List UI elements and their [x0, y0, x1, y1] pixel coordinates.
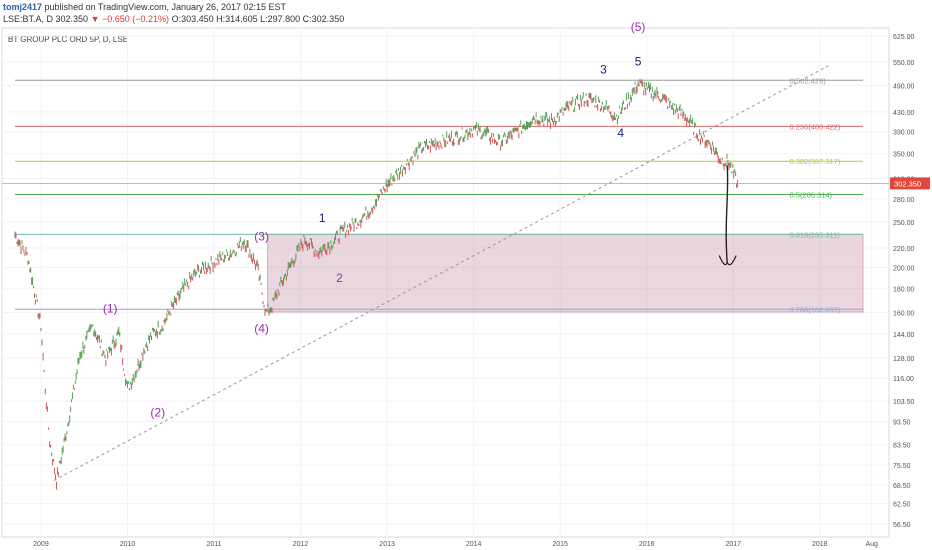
target-zone: [267, 233, 864, 313]
wave-label: (1): [103, 302, 118, 316]
wave-label: (2): [150, 405, 165, 419]
y-tick-label: 350.00: [893, 152, 915, 159]
y-tick-label: 220.00: [893, 246, 915, 253]
y-tick-label: 180.00: [893, 287, 915, 294]
y-tick-label: 56.50: [893, 522, 911, 529]
y-tick-label: 390.00: [893, 130, 915, 137]
y-tick-label: 250.00: [893, 220, 915, 227]
wave-label: (3): [254, 230, 269, 244]
y-tick-label: 430.00: [893, 110, 915, 117]
wave-label: 2: [336, 271, 343, 285]
last-price-badge: [890, 177, 930, 190]
fibonacci-retracement[interactable]: 0(502.428) 0.236(400.422) 0.382(337.317) 0.…: [14, 76, 864, 314]
arrow-head: [718, 255, 737, 266]
x-tick-label: 2011: [206, 541, 221, 548]
x-tick-label: 2015: [552, 541, 568, 548]
x-tick-label: 2014: [466, 541, 482, 548]
price-series: [2, 78, 889, 490]
trend-line-dashed: [53, 65, 829, 481]
y-tick-label: 280.00: [893, 197, 915, 204]
y-tick-label: 62.50: [893, 502, 911, 509]
wave-label: 1: [319, 211, 326, 225]
published-text: published on TradingView.com, January 26…: [44, 2, 287, 12]
arrow-shaft: [725, 165, 729, 263]
x-tick-label: 2009: [33, 541, 49, 548]
y-tick-label: 93.50: [893, 420, 911, 427]
x-tick-label: Aug: [865, 541, 878, 548]
x-tick-label: 2010: [120, 541, 136, 548]
y-tick-label: 625.00: [893, 34, 915, 41]
wave-label: (4): [254, 322, 269, 336]
y-tick-label: 144.00: [893, 332, 915, 339]
fib-level-label: 0.382(337.317): [789, 157, 840, 166]
y-tick-label: 550.00: [893, 60, 915, 67]
x-tick-label: 2017: [725, 541, 741, 548]
fib-level-label: 0.5(286.314): [789, 190, 832, 199]
username[interactable]: tomj2417: [3, 2, 43, 12]
y-tick-label: 200.00: [893, 265, 915, 272]
fib-level-label: 0(502.428): [789, 76, 826, 85]
y-tick-label: 75.50: [893, 463, 911, 470]
x-tick-label: 2018: [812, 541, 828, 548]
last-price-label: 302.350: [894, 179, 921, 188]
y-tick-label: 103.50: [893, 399, 915, 406]
x-tick-label: 2016: [639, 541, 655, 548]
grid: [2, 28, 889, 537]
chart-pane: [1, 27, 890, 538]
fib-level-label: 0.786(162.697): [789, 305, 840, 314]
fib-level-label: 0.618(235.311): [789, 230, 840, 239]
axes: 625.00 550.00 490.00 430.00 390.00 350.00 3 1 0.…: [33, 34, 930, 548]
x-tick-label: 2012: [293, 541, 309, 548]
publish-line: tomj2417 published on TradingView.com, J…: [3, 2, 286, 13]
chart-title: BT GROUP PLC ORD 5P, D, LSE: [8, 35, 128, 44]
y-tick-label: 68.50: [893, 483, 911, 490]
y-tick-label: 128.00: [893, 356, 915, 363]
symbol-line: LSE:BT.A, D 302.350 ▼ −0.650 (−0.21%) O:…: [3, 14, 344, 25]
wave-label: 4: [617, 126, 624, 140]
trend-line[interactable]: [53, 65, 829, 481]
y-tick-label: 490.00: [893, 83, 915, 90]
fib-level-label: 0.236(400.422): [789, 122, 840, 131]
wave-label: 3: [600, 62, 607, 76]
wave-label: 5: [635, 55, 642, 69]
y-tick-label: 83.50: [893, 443, 911, 450]
symbol-prefix: LSE:BT.A, D 302.350: [3, 14, 89, 24]
wave-label: (5): [631, 20, 646, 34]
y-tick-label: 160.00: [893, 311, 915, 318]
price-change: ▼ −0.650 (−0.21%): [90, 14, 170, 24]
ohlc-values: O:303.450 H:314.605 L:297.800 C:302.350: [171, 14, 345, 24]
wave-labels: (1) (2) (3) (4) (5) 1 2 3 4 5: [103, 20, 646, 419]
arrow-annotation[interactable]: [718, 165, 737, 266]
y-tick-label: 116.00: [893, 376, 914, 383]
x-tick-label: 2013: [379, 541, 395, 548]
